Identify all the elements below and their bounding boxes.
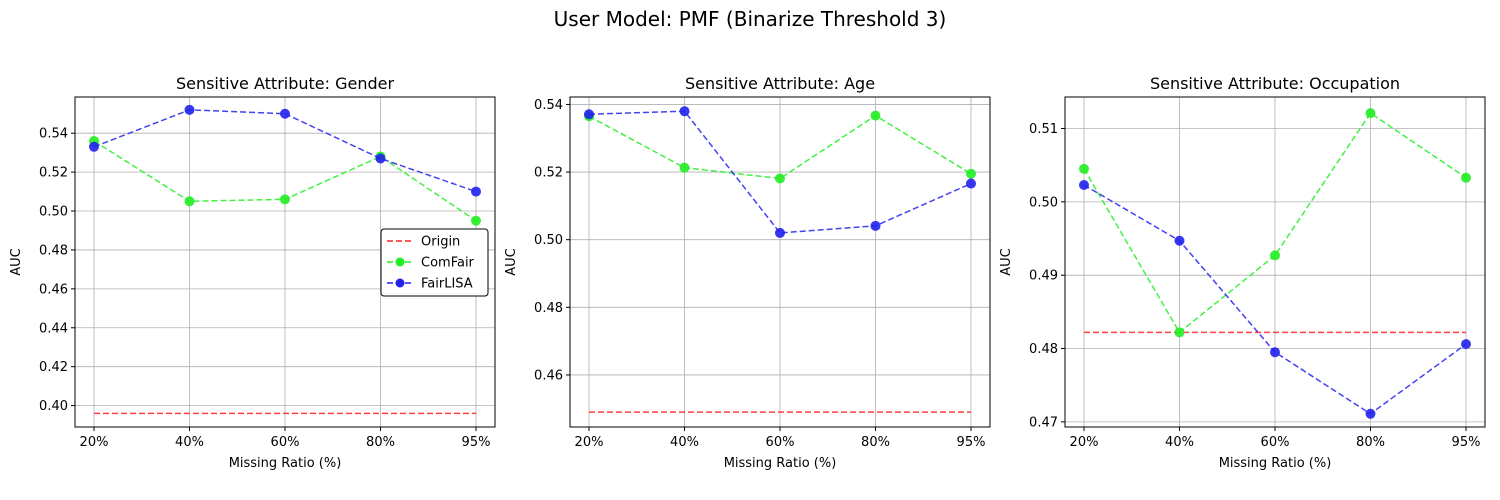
x-tick-label: 60% <box>271 435 300 450</box>
x-tick-label: 95% <box>462 435 491 450</box>
figure-title: User Model: PMF (Binarize Threshold 3) <box>554 7 947 31</box>
data-point-comfair <box>1365 108 1376 119</box>
y-tick-label: 0.47 <box>1029 415 1058 430</box>
y-tick-label: 0.51 <box>1029 122 1058 137</box>
legend-marker-fairlisa <box>395 278 405 288</box>
legend-label-origin: Origin <box>421 235 460 250</box>
x-tick-label: 60% <box>1261 435 1290 450</box>
data-point-fairlisa <box>966 178 976 189</box>
subplot-3: 20% 40% 60% 80% 95% 0.47 0.48 0.49 0.50 0.51 Sensi… <box>999 74 1486 471</box>
legend-marker-comfair <box>395 257 405 267</box>
subplot-title: Sensitive Attribute: Occupation <box>1150 74 1400 93</box>
data-point-fairlisa <box>280 108 290 119</box>
data-point-fairlisa <box>679 106 690 117</box>
y-tick-label: 0.50 <box>1029 195 1058 210</box>
data-point-comfair <box>471 215 481 226</box>
data-point-fairlisa <box>1079 180 1089 190</box>
x-tick-label: 40% <box>1165 435 1194 450</box>
data-point-fairlisa <box>870 220 881 231</box>
x-axis-label: Missing Ratio (%) <box>1219 456 1332 471</box>
series-line-fairlisa <box>93 109 477 193</box>
data-point-fairlisa <box>375 153 386 164</box>
y-tick-label: 0.50 <box>39 205 68 220</box>
data-point-fairlisa <box>1461 339 1471 350</box>
x-tick-label: 80% <box>861 435 890 450</box>
y-tick-label: 0.48 <box>534 301 563 316</box>
x-tick-label: 20% <box>1070 435 1099 450</box>
y-tick-label: 0.54 <box>534 98 563 113</box>
x-tick-label: 95% <box>957 435 986 450</box>
data-point-comfair <box>1461 172 1471 183</box>
subplot-title: Sensitive Attribute: Age <box>685 74 875 93</box>
subplot-title: Sensitive Attribute: Gender <box>176 74 395 93</box>
subplot-1: 20% 40% 60% 80% 95% 0.40 0.42 0.44 0.46 0.48 0.50 0… <box>9 74 496 471</box>
data-point-comfair <box>1079 163 1089 174</box>
data-point-fairlisa <box>1270 347 1280 358</box>
y-tick-label: 0.40 <box>39 399 68 414</box>
y-tick-label: 0.54 <box>39 127 68 142</box>
data-point-fairlisa <box>1365 408 1376 419</box>
y-tick-label: 0.46 <box>534 368 563 383</box>
y-tick-label: 0.44 <box>39 321 68 336</box>
data-point-comfair <box>679 162 690 173</box>
y-tick-label: 0.50 <box>534 233 563 248</box>
legend-box <box>380 228 489 297</box>
series-line-fairlisa <box>588 110 972 234</box>
y-tick-label: 0.52 <box>39 166 68 181</box>
y-axis-label: AUC <box>9 248 24 276</box>
x-tick-label: 20% <box>80 435 109 450</box>
y-axis-label: AUC <box>504 248 519 276</box>
data-point-comfair <box>1174 327 1185 338</box>
legend-label-comfair: ComFair <box>421 256 475 271</box>
x-tick-label: 40% <box>175 435 204 450</box>
legend: Origin ComFair FairLISA <box>380 228 489 297</box>
data-point-comfair <box>775 173 785 184</box>
series-line-comfair <box>588 114 972 180</box>
subplot-2: 20% 40% 60% 80% 95% 0.46 0.48 0.50 0.52 0.54 Sensi… <box>504 74 991 471</box>
series-line-comfair <box>1083 112 1467 334</box>
data-point-comfair <box>280 194 290 205</box>
x-tick-label: 80% <box>1356 435 1385 450</box>
x-axis-label: Missing Ratio (%) <box>229 456 342 471</box>
data-point-comfair <box>1270 250 1280 261</box>
data-point-fairlisa <box>89 141 99 152</box>
data-point-comfair <box>184 196 195 207</box>
x-tick-label: 95% <box>1452 435 1481 450</box>
y-tick-label: 0.49 <box>1029 269 1058 284</box>
x-axis-label: Missing Ratio (%) <box>724 456 837 471</box>
y-tick-label: 0.46 <box>39 282 68 297</box>
data-point-fairlisa <box>584 109 594 120</box>
data-point-comfair <box>870 110 881 121</box>
data-point-fairlisa <box>775 227 785 238</box>
data-point-comfair <box>966 168 976 179</box>
data-point-fairlisa <box>1174 235 1185 246</box>
x-tick-label: 60% <box>766 435 795 450</box>
y-tick-label: 0.48 <box>1029 342 1058 357</box>
x-tick-label: 80% <box>366 435 395 450</box>
y-tick-label: 0.42 <box>39 360 68 375</box>
y-tick-label: 0.48 <box>39 243 68 258</box>
x-tick-label: 40% <box>670 435 699 450</box>
data-point-fairlisa <box>184 104 195 115</box>
data-point-fairlisa <box>471 186 481 197</box>
legend-label-fairlisa: FairLISA <box>421 277 473 292</box>
y-axis-label: AUC <box>999 248 1014 276</box>
x-tick-label: 20% <box>575 435 604 450</box>
y-tick-label: 0.52 <box>534 166 563 181</box>
